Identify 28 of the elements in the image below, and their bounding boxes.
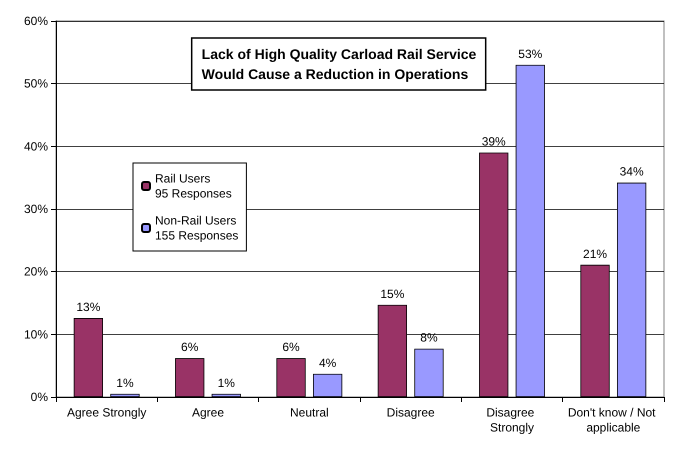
x-tick-label: Neutral xyxy=(290,406,329,420)
y-tick-label: 40% xyxy=(24,139,48,154)
text: Lack of High Quality Carload Rail Service Would Cause a Reduction in Operations xyxy=(202,46,477,82)
data-label: 21% xyxy=(583,246,608,261)
data-label: 6% xyxy=(282,340,300,354)
x-tick-label: Agree Strongly xyxy=(66,406,146,420)
data-label: 15% xyxy=(380,286,405,301)
data-label: 53% xyxy=(518,46,543,61)
x-tick-label: Don't know / Not applicable xyxy=(568,406,659,434)
data-label: 1% xyxy=(116,376,134,390)
legend-label: Rail Users 95 Responses xyxy=(155,172,232,200)
data-label: 6% xyxy=(181,340,199,354)
x-tick-label: Disagree Strongly xyxy=(486,406,538,434)
x-tick-label: Agree xyxy=(192,406,224,420)
data-label: 1% xyxy=(218,376,236,390)
y-tick-label: 0% xyxy=(30,390,48,404)
x-tick-label: Disagree xyxy=(386,406,435,420)
y-tick-label: 10% xyxy=(24,327,48,342)
data-label: 8% xyxy=(420,330,438,345)
legend-label: Non-Rail Users 155 Responses xyxy=(155,214,238,242)
y-tick-label: 60% xyxy=(24,14,48,28)
data-label: 4% xyxy=(318,356,337,370)
data-label: 39% xyxy=(482,134,506,149)
y-tick-label: 50% xyxy=(24,76,48,91)
y-tick-label: 30% xyxy=(24,202,48,216)
data-label: 34% xyxy=(620,164,644,179)
y-tick-label: 20% xyxy=(24,264,48,279)
data-label: 13% xyxy=(76,300,101,314)
